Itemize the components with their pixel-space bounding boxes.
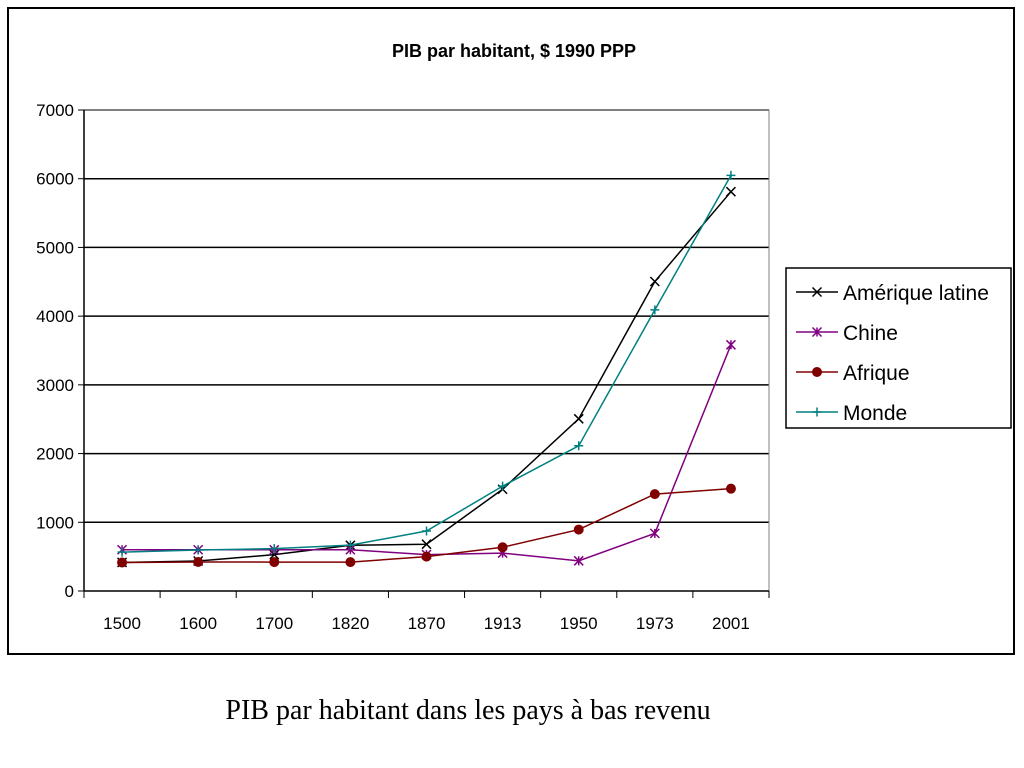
series-3 — [117, 170, 736, 557]
x-tick-label: 1913 — [484, 614, 522, 633]
x-tick-label: 1500 — [103, 614, 141, 633]
y-tick-label: 4000 — [36, 307, 74, 326]
x-tick-label: 1950 — [560, 614, 598, 633]
data-point — [649, 528, 660, 539]
grid-lines — [84, 109, 769, 524]
legend-entry: Afrique — [796, 362, 910, 385]
slide-caption: PIB par habitant dans les pays à bas rev… — [225, 695, 711, 726]
data-point — [573, 413, 584, 424]
data-point — [573, 524, 584, 535]
data-point — [812, 407, 822, 417]
data-point — [726, 170, 736, 180]
y-tick-label: 0 — [65, 582, 74, 601]
y-tick-label: 6000 — [36, 170, 74, 189]
x-tick-label: 1973 — [636, 614, 674, 633]
data-point — [812, 367, 822, 377]
x-tick-label: 1600 — [179, 614, 217, 633]
series-line — [122, 174, 732, 553]
data-point — [269, 544, 279, 554]
legend-entry: Monde — [796, 402, 907, 425]
data-point — [725, 186, 736, 197]
chart-frame: PIB par habitant, $ 1990 PPP 0 1000 2000 30… — [7, 7, 1015, 655]
x-tick-label: 2001 — [712, 614, 750, 633]
y-tick-label: 5000 — [36, 238, 74, 257]
x-tick-label: 1700 — [255, 614, 293, 633]
plot-area-border — [83, 109, 770, 592]
data-point — [345, 540, 355, 550]
line-chart: PIB par habitant, $ 1990 PPP 0 1000 2000 30… — [36, 41, 1012, 633]
axes: 0 1000 2000 3000 4000 5000 6000 7000 1500 1600 170… — [36, 101, 770, 633]
data-point — [193, 557, 204, 568]
chart-title: PIB par habitant, $ 1990 PPP — [392, 41, 636, 61]
y-tick-label: 7000 — [36, 101, 74, 120]
legend-entry: Chine — [796, 322, 898, 345]
data-point — [811, 326, 823, 338]
series-0 — [117, 186, 736, 568]
data-point — [725, 339, 736, 350]
data-point — [497, 542, 508, 553]
data-point — [498, 481, 508, 491]
data-point — [422, 526, 431, 536]
legend-label: Chine — [843, 322, 898, 345]
series-layer — [117, 170, 736, 568]
data-point — [649, 489, 660, 500]
data-point — [421, 539, 432, 550]
legend-label: Afrique — [843, 362, 910, 385]
legend-entry: Amérique latine — [796, 282, 989, 305]
data-point — [649, 276, 660, 287]
y-tick-label: 3000 — [36, 376, 74, 395]
data-point — [117, 557, 128, 568]
data-point — [650, 305, 660, 315]
data-point — [725, 483, 736, 494]
series-2 — [117, 483, 736, 568]
legend-label: Amérique latine — [843, 282, 989, 305]
data-point — [117, 547, 127, 557]
data-point — [574, 441, 584, 451]
data-point — [345, 557, 356, 568]
data-point — [269, 557, 280, 568]
legend-box — [785, 267, 1012, 429]
data-point — [811, 286, 823, 298]
data-point — [573, 555, 584, 566]
legend: Amérique latine Chine Afrique Monde — [785, 267, 1012, 429]
data-point — [269, 549, 280, 560]
legend-label: Monde — [843, 402, 907, 425]
y-tick-label: 2000 — [36, 445, 74, 464]
x-tick-label: 1820 — [331, 614, 369, 633]
y-tick-label: 1000 — [36, 513, 74, 532]
data-point — [193, 545, 203, 555]
data-point — [421, 551, 432, 562]
x-tick-label: 1870 — [408, 614, 446, 633]
